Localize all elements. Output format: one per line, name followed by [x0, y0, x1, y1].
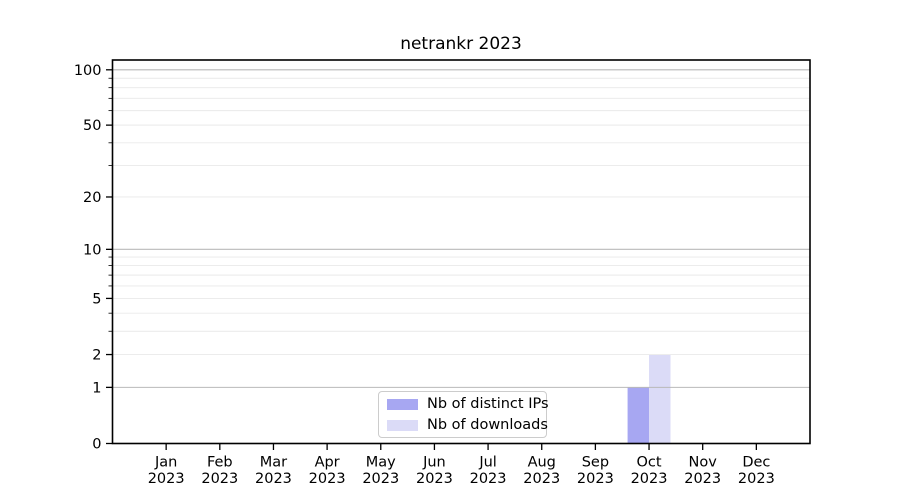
x-tick-label-month: Dec — [742, 455, 770, 471]
x-tick-label-year: 2023 — [362, 471, 399, 487]
legend-item-downloads: Nb of downloads — [387, 416, 548, 433]
legend-swatch-distinct-ips-icon — [387, 398, 418, 410]
legend-item-distinct-ips: Nb of distinct IPs — [387, 395, 549, 412]
x-tick-label-month: Jun — [422, 455, 446, 471]
x-tick-label-month: Nov — [689, 455, 718, 471]
y-tick-label: 10 — [83, 242, 101, 258]
x-tick-label-month: Sep — [582, 455, 609, 471]
y-tick-label: 1 — [92, 380, 101, 396]
x-tick-label-year: 2023 — [684, 471, 721, 487]
y-tick-label: 20 — [83, 190, 101, 206]
x-tick-label-month: Oct — [636, 455, 661, 471]
x-tick-label-month: Aug — [528, 455, 556, 471]
x-tick-label-year: 2023 — [470, 471, 507, 487]
x-tick-label-year: 2023 — [577, 471, 614, 487]
y-tick-label: 100 — [74, 63, 102, 79]
x-tick-label-month: Jul — [478, 455, 497, 471]
y-tick-label: 2 — [92, 348, 101, 364]
x-tick-label-year: 2023 — [523, 471, 560, 487]
x-tick-label-month: Feb — [207, 455, 233, 471]
y-tick-label: 5 — [92, 291, 101, 307]
x-tick-label-year: 2023 — [631, 471, 668, 487]
x-tick-label-month: May — [366, 455, 396, 471]
x-tick-label-month: Jan — [154, 455, 177, 471]
legend: Nb of distinct IPs Nb of downloads — [378, 391, 549, 438]
x-tick-label-year: 2023 — [201, 471, 238, 487]
legend-label-downloads: Nb of downloads — [427, 416, 548, 433]
legend-swatch-downloads-icon — [387, 419, 418, 431]
chart-title: netrankr 2023 — [400, 34, 522, 54]
plot-border — [111, 59, 811, 445]
x-tick-label-year: 2023 — [738, 471, 775, 487]
x-tick-label-month: Mar — [260, 455, 287, 471]
x-tick-label-year: 2023 — [255, 471, 292, 487]
x-tick-label-year: 2023 — [416, 471, 453, 487]
x-tick-label-year: 2023 — [309, 471, 346, 487]
bar-downloads-oct — [649, 354, 671, 444]
bar-distinct-ips-oct — [627, 387, 650, 444]
x-tick-label-month: Apr — [315, 455, 340, 471]
legend-label-distinct-ips: Nb of distinct IPs — [427, 395, 549, 412]
y-tick-label: 50 — [83, 118, 101, 134]
y-tick-label: 0 — [92, 437, 101, 453]
x-tick-label-year: 2023 — [148, 471, 185, 487]
